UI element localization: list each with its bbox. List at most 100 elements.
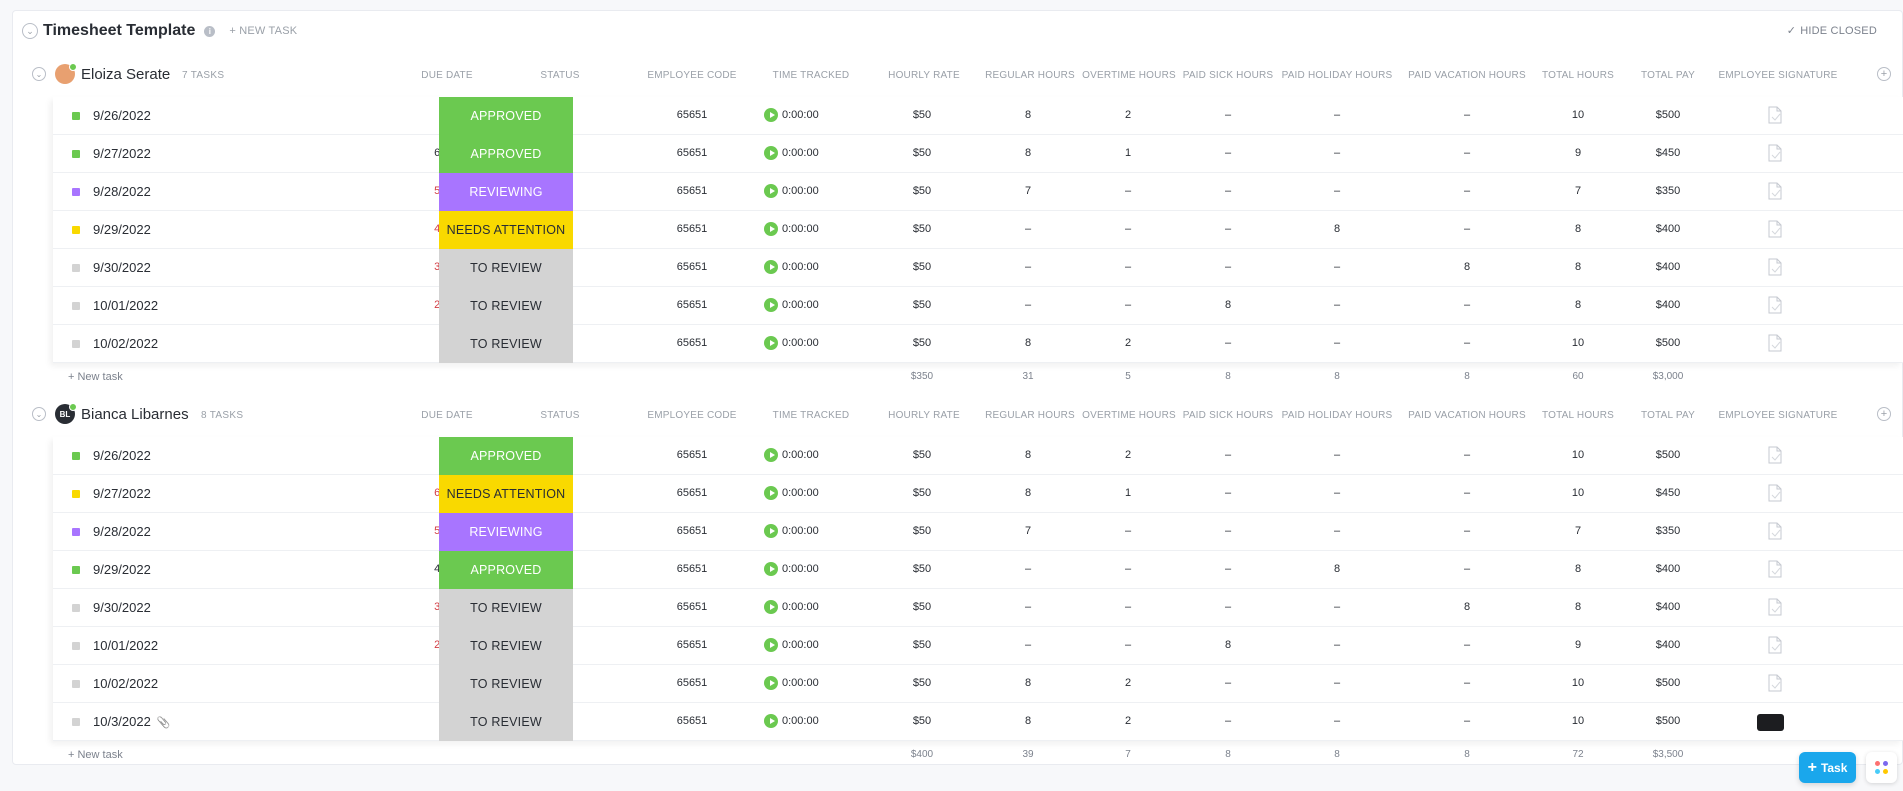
play-timer-icon[interactable] — [764, 486, 778, 500]
doc-icon[interactable] — [1768, 334, 1782, 352]
status-badge[interactable]: APPROVED — [439, 437, 573, 475]
play-timer-icon[interactable] — [764, 146, 778, 160]
status-badge[interactable]: TO REVIEW — [439, 589, 573, 627]
table-row[interactable]: 9/26/2022Sep 26APPROVED65651$5082–––10$5… — [53, 97, 1903, 135]
status-badge[interactable]: NEEDS ATTENTION — [439, 211, 573, 249]
status-square-icon[interactable] — [72, 680, 80, 688]
column-header-due-date[interactable]: DUE DATE — [421, 70, 473, 81]
time-tracked[interactable]: 0:00:00 — [782, 563, 819, 575]
status-badge[interactable]: TO REVIEW — [439, 703, 573, 741]
column-header-paid-vacation-hours[interactable]: PAID VACATION HOURS — [1408, 70, 1526, 81]
column-header-overtime-hours[interactable]: OVERTIME HOURS — [1082, 70, 1176, 81]
column-header-hourly-rate[interactable]: HOURLY RATE — [888, 410, 960, 421]
time-tracked[interactable]: 0:00:00 — [782, 109, 819, 121]
task-name[interactable]: 9/29/2022 — [93, 562, 151, 577]
column-header-regular-hours[interactable]: REGULAR HOURS — [985, 410, 1075, 421]
status-badge[interactable]: APPROVED — [439, 97, 573, 135]
add-column-icon[interactable]: + — [1877, 67, 1891, 81]
column-header-total-pay[interactable]: TOTAL PAY — [1640, 70, 1696, 81]
status-square-icon[interactable] — [72, 226, 80, 234]
task-name[interactable]: 9/26/2022 — [93, 448, 151, 463]
column-header-paid-holiday-hours[interactable]: PAID HOLIDAY HOURS — [1281, 410, 1393, 421]
status-square-icon[interactable] — [72, 112, 80, 120]
time-tracked[interactable]: 0:00:00 — [782, 677, 819, 689]
cell-code[interactable]: 65651 — [676, 337, 708, 349]
status-badge[interactable]: TO REVIEW — [439, 665, 573, 703]
table-row[interactable]: 9/26/2022Sep 26APPROVED65651$5082–––10$5… — [53, 437, 1903, 475]
column-header-total-hours[interactable]: TOTAL HOURS — [1541, 410, 1615, 421]
play-timer-icon[interactable] — [764, 336, 778, 350]
status-square-icon[interactable] — [72, 302, 80, 310]
add-column-icon[interactable]: + — [1877, 407, 1891, 421]
task-name[interactable]: 9/26/2022 — [93, 108, 151, 123]
task-name[interactable]: 9/30/2022 — [93, 260, 151, 275]
time-tracked[interactable]: 0:00:00 — [782, 449, 819, 461]
time-tracked[interactable]: 0:00:00 — [782, 147, 819, 159]
status-badge[interactable]: TO REVIEW — [439, 627, 573, 665]
column-header-employee-code[interactable]: EMPLOYEE CODE — [647, 70, 737, 81]
table-row[interactable]: 10/02/2022YesterdayTO REVIEW65651$5082––… — [53, 325, 1903, 363]
doc-icon[interactable] — [1768, 258, 1782, 276]
column-header-total-pay[interactable]: TOTAL PAY — [1640, 410, 1696, 421]
column-header-paid-sick-hours[interactable]: PAID SICK HOURS — [1182, 70, 1274, 81]
column-header-time-tracked[interactable]: TIME TRACKED — [772, 70, 850, 81]
task-name[interactable]: 9/29/2022 — [93, 222, 151, 237]
cell-code[interactable]: 65651 — [676, 715, 708, 727]
hide-closed-button[interactable]: ✓ HIDE CLOSED — [1787, 24, 1877, 37]
status-square-icon[interactable] — [72, 264, 80, 272]
cell-code[interactable]: 65651 — [676, 677, 708, 689]
status-square-icon[interactable] — [72, 718, 80, 726]
new-task-link[interactable]: + New task — [68, 371, 123, 383]
play-timer-icon[interactable] — [764, 108, 778, 122]
cell-code[interactable]: 65651 — [676, 261, 708, 273]
status-badge[interactable]: REVIEWING — [439, 513, 573, 551]
table-row[interactable]: 10/3/2022📎TodayTO REVIEW65651$5082–––10$… — [53, 703, 1903, 741]
task-name[interactable]: 9/27/2022 — [93, 146, 151, 161]
task-name[interactable]: 10/02/2022 — [93, 336, 159, 351]
doc-icon[interactable] — [1768, 296, 1782, 314]
play-timer-icon[interactable] — [764, 638, 778, 652]
status-square-icon[interactable] — [72, 490, 80, 498]
apps-button[interactable] — [1866, 752, 1897, 783]
column-header-overtime-hours[interactable]: OVERTIME HOURS — [1082, 410, 1176, 421]
column-header-status[interactable]: STATUS — [540, 410, 580, 421]
column-header-employee-code[interactable]: EMPLOYEE CODE — [647, 410, 737, 421]
cell-code[interactable]: 65651 — [676, 563, 708, 575]
doc-icon[interactable] — [1768, 144, 1782, 162]
status-square-icon[interactable] — [72, 528, 80, 536]
cell-code[interactable]: 65651 — [676, 449, 708, 461]
status-badge[interactable]: NEEDS ATTENTION — [439, 475, 573, 513]
cell-code[interactable]: 65651 — [676, 223, 708, 235]
collapse-group-icon[interactable]: ⌄ — [32, 407, 46, 421]
status-square-icon[interactable] — [72, 566, 80, 574]
doc-icon[interactable] — [1768, 106, 1782, 124]
time-tracked[interactable]: 0:00:00 — [782, 185, 819, 197]
status-badge[interactable]: APPROVED — [439, 135, 573, 173]
doc-icon[interactable] — [1768, 636, 1782, 654]
time-tracked[interactable]: 0:00:00 — [782, 299, 819, 311]
cell-code[interactable]: 65651 — [676, 147, 708, 159]
status-square-icon[interactable] — [72, 452, 80, 460]
status-square-icon[interactable] — [72, 604, 80, 612]
play-timer-icon[interactable] — [764, 600, 778, 614]
time-tracked[interactable]: 0:00:00 — [782, 639, 819, 651]
column-header-employee-signature[interactable]: EMPLOYEE SIGNATURE — [1718, 70, 1838, 81]
doc-icon[interactable] — [1768, 182, 1782, 200]
cell-code[interactable]: 65651 — [676, 487, 708, 499]
column-header-regular-hours[interactable]: REGULAR HOURS — [985, 70, 1075, 81]
cell-code[interactable]: 65651 — [676, 639, 708, 651]
status-badge[interactable]: APPROVED — [439, 551, 573, 589]
status-square-icon[interactable] — [72, 188, 80, 196]
time-tracked[interactable]: 0:00:00 — [782, 223, 819, 235]
avatar[interactable]: BL — [55, 403, 77, 424]
doc-icon[interactable] — [1768, 446, 1782, 464]
play-timer-icon[interactable] — [764, 524, 778, 538]
task-name[interactable]: 9/28/2022 — [93, 524, 151, 539]
column-header-paid-sick-hours[interactable]: PAID SICK HOURS — [1182, 410, 1274, 421]
column-header-time-tracked[interactable]: TIME TRACKED — [772, 410, 850, 421]
